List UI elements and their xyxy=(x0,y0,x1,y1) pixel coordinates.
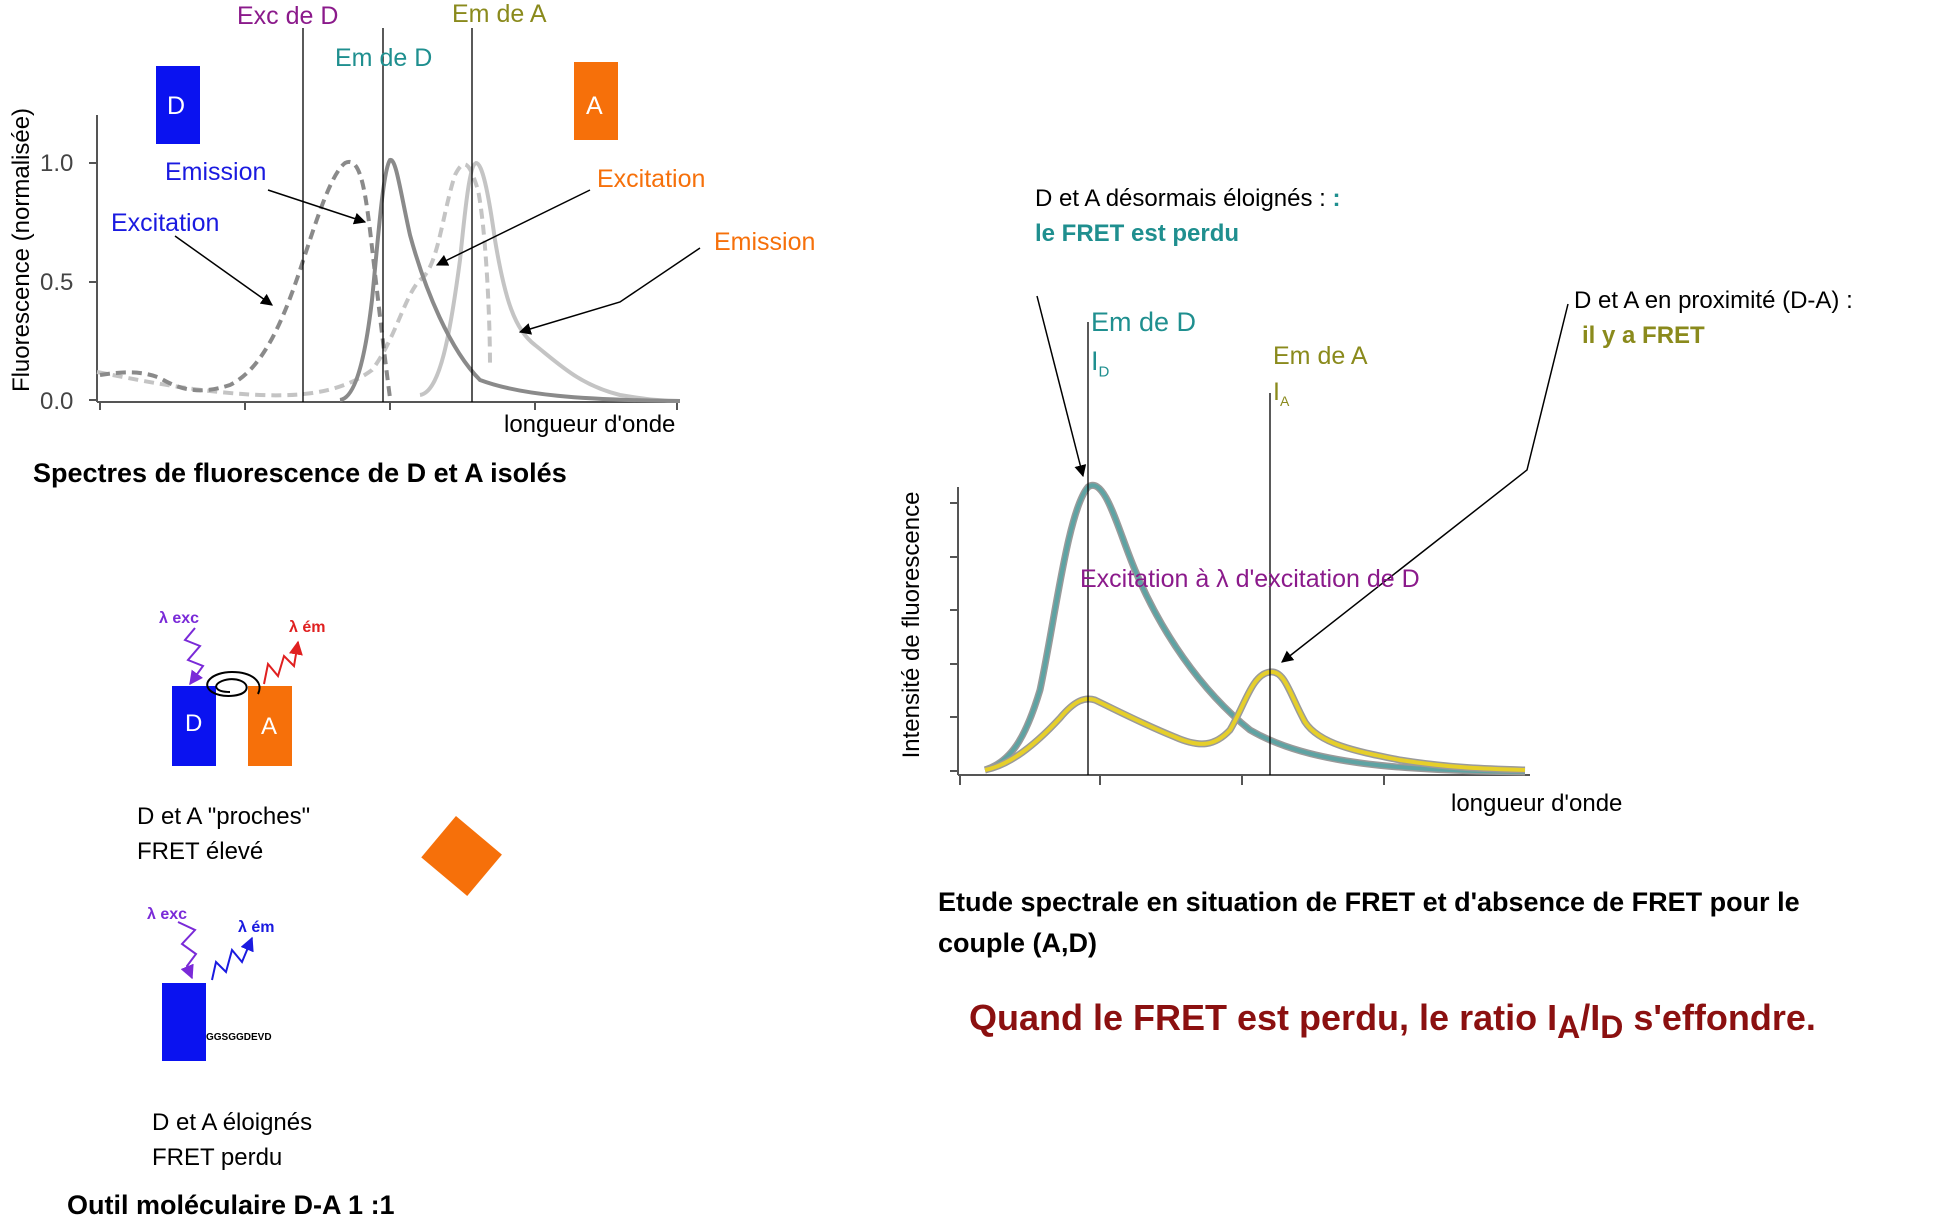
fret-curve xyxy=(984,668,1526,774)
linker-sequence: GGSGGDEVD xyxy=(206,1032,272,1043)
far-emission-arrow xyxy=(211,936,254,981)
left-x-ticks xyxy=(99,402,678,410)
left-y-tick-0: 0.0 xyxy=(40,388,74,415)
note-lost-text: D et A désormais éloignés : xyxy=(1035,185,1333,212)
conclusion-statement: Quand le FRET est perdu, le ratio IA/ID … xyxy=(969,997,1816,1046)
left-y-tick-1: 1.0 xyxy=(40,150,74,177)
close-excitation-arrow xyxy=(183,627,205,686)
i-a-subscript: A xyxy=(1279,393,1290,409)
acceptor-excitation-curve xyxy=(96,162,492,398)
right-y-ticks xyxy=(950,502,958,772)
close-acceptor-box xyxy=(248,686,292,766)
conclusion-part1: Quand le FRET est perdu, le ratio I xyxy=(969,997,1558,1038)
right-marker-em-a: Em de A xyxy=(1273,342,1368,370)
molecular-tool-title: Outil moléculaire D-A 1 :1 xyxy=(67,1190,395,1220)
left-chart-title: Spectres de fluorescence de D et A isolé… xyxy=(33,458,567,488)
close-caption-line1: D et A "proches" xyxy=(137,803,311,830)
close-lambda-em: λ ém xyxy=(289,619,326,636)
conclusion-part3: s'effondre. xyxy=(1623,997,1816,1038)
arrow-donor-emission xyxy=(267,189,367,225)
close-donor-box xyxy=(172,686,216,766)
far-lambda-exc: λ exc xyxy=(147,906,188,923)
conclusion-sub-a: A xyxy=(1557,1009,1581,1046)
right-caption-line1: Etude spectrale en situation de FRET et … xyxy=(938,887,1800,917)
far-donor-box xyxy=(162,983,206,1061)
far-lambda-em: λ ém xyxy=(238,919,275,936)
arrow-fret-present xyxy=(1281,303,1569,663)
label-acceptor-emission: Emission xyxy=(714,228,816,256)
left-marker-exc-d: Exc de D xyxy=(237,2,339,30)
close-caption-line2: FRET élevé xyxy=(137,838,264,865)
no-fret-curve xyxy=(983,481,1526,776)
far-acceptor-box xyxy=(421,816,502,896)
right-marker-i-d: ID xyxy=(1091,346,1110,381)
right-marker-i-a: IA xyxy=(1273,378,1290,409)
close-donor-label: D xyxy=(185,710,203,737)
far-excitation-arrow xyxy=(177,921,198,980)
label-donor-emission: Emission xyxy=(165,158,267,186)
left-marker-em-a: Em de A xyxy=(452,0,547,28)
far-caption-line2: FRET perdu xyxy=(152,1144,283,1171)
conclusion-part2: /I xyxy=(1580,997,1601,1038)
right-caption-line2: couple (A,D) xyxy=(938,928,1097,958)
arrow-donor-excitation xyxy=(174,235,273,306)
right-x-ticks xyxy=(959,775,1385,785)
label-acceptor-excitation: Excitation xyxy=(597,165,706,193)
note-lost-line2: le FRET est perdu xyxy=(1035,220,1240,247)
conclusion-sub-d: D xyxy=(1600,1009,1624,1046)
i-d-symbol: I xyxy=(1091,346,1099,376)
left-donor-box xyxy=(156,66,200,144)
left-y-ticks xyxy=(89,162,97,401)
note-fret-line1: D et A en proximité (D-A) : xyxy=(1574,287,1853,314)
close-lambda-exc: λ exc xyxy=(159,610,200,627)
left-acceptor-box-label: A xyxy=(586,92,603,120)
i-d-subscript: D xyxy=(1098,363,1110,381)
left-marker-em-d: Em de D xyxy=(335,44,433,72)
left-y-axis-label: Fluorescence (normalisée) xyxy=(8,107,35,393)
acceptor-emission-curve xyxy=(419,160,681,403)
arrow-acceptor-excitation xyxy=(435,189,591,266)
right-fret-chart xyxy=(950,295,1569,785)
excitation-note: Excitation à λ d'excitation de D xyxy=(1080,565,1420,593)
left-x-axis-label: longueur d'onde xyxy=(504,411,676,438)
donor-excitation-curve xyxy=(99,159,392,399)
energy-transfer-spiral xyxy=(206,670,261,697)
right-x-axis-label: longueur d'onde xyxy=(1451,790,1623,817)
left-spectra-chart xyxy=(89,28,701,410)
close-emission-arrow xyxy=(263,640,303,685)
label-donor-excitation: Excitation xyxy=(111,209,220,237)
left-acceptor-box xyxy=(574,62,618,140)
molecular-tool-illustration xyxy=(162,627,502,1061)
right-marker-em-d: Em de D xyxy=(1091,307,1197,337)
arrow-lost-fret xyxy=(1036,295,1087,478)
i-a-symbol: I xyxy=(1273,378,1280,406)
note-lost-line1: D et A désormais éloignés : : xyxy=(1035,187,1341,211)
left-donor-box-label: D xyxy=(167,92,186,120)
note-lost-colon: : xyxy=(1332,185,1341,212)
left-y-tick-05: 0.5 xyxy=(40,269,74,296)
close-acceptor-label: A xyxy=(261,713,278,740)
note-fret-line2: il y a FRET xyxy=(1582,322,1705,349)
donor-emission-curve xyxy=(339,158,681,403)
far-caption-line1: D et A éloignés xyxy=(152,1109,313,1136)
right-y-axis-label: Intensité de fluorescence xyxy=(898,491,925,759)
arrow-acceptor-emission xyxy=(518,247,701,335)
